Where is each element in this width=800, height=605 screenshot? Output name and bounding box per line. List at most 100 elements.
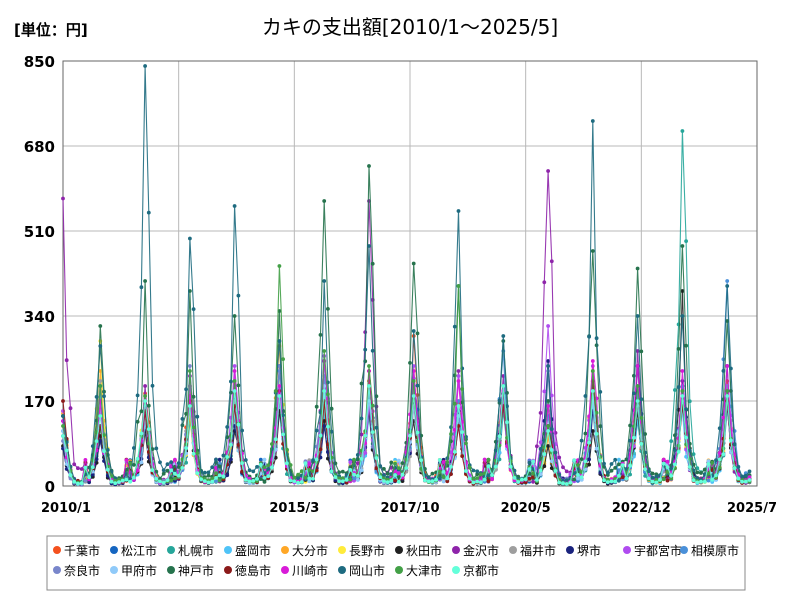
data-point: [411, 379, 416, 383]
x-tick-label: 2015/3: [269, 501, 319, 516]
data-point: [572, 477, 577, 482]
data-point: [180, 466, 185, 470]
data-point: [557, 455, 562, 460]
data-point: [217, 473, 222, 478]
data-point: [546, 359, 550, 363]
unit-label: [単位：円]: [14, 21, 88, 39]
data-point: [374, 425, 379, 430]
data-point: [613, 457, 618, 462]
data-point: [497, 398, 502, 403]
data-point: [355, 478, 360, 482]
data-point: [307, 479, 312, 484]
data-point: [467, 476, 472, 481]
legend-label: 松江市: [121, 543, 157, 558]
data-point: [497, 434, 502, 438]
data-point: [396, 466, 401, 470]
data-point: [490, 477, 494, 481]
data-point: [68, 473, 73, 478]
data-point: [94, 395, 99, 399]
data-point: [229, 379, 233, 384]
data-point: [299, 480, 304, 484]
data-point: [370, 430, 375, 434]
y-tick-label: 510: [24, 223, 55, 241]
data-point: [225, 425, 230, 429]
data-point: [150, 468, 155, 473]
data-point: [740, 479, 744, 484]
data-point: [714, 458, 718, 462]
data-point: [225, 473, 230, 478]
data-point: [370, 444, 375, 449]
data-point: [542, 389, 547, 394]
y-tick-label: 0: [45, 478, 55, 496]
data-point: [650, 471, 655, 476]
x-tick-label: 2012/8: [154, 501, 204, 516]
legend-label: 札幌市: [178, 543, 214, 558]
data-point: [542, 280, 547, 285]
data-point: [370, 403, 375, 408]
data-point: [587, 462, 591, 467]
x-tick-label: 2020/5: [501, 501, 551, 516]
legend-label: 大津市: [406, 563, 442, 578]
data-point: [699, 471, 703, 475]
data-point: [673, 448, 677, 452]
data-point: [165, 468, 170, 473]
data-point: [146, 403, 151, 408]
legend-label: 京都市: [463, 563, 499, 578]
data-point: [195, 414, 200, 419]
legend-label: 徳島市: [235, 563, 271, 578]
data-point: [87, 475, 91, 480]
data-point: [628, 472, 632, 477]
data-point: [602, 461, 606, 466]
legend-marker: [452, 546, 460, 554]
data-point: [646, 469, 651, 474]
data-point: [266, 467, 271, 471]
data-point: [505, 404, 509, 409]
data-point: [594, 446, 599, 451]
data-point: [318, 433, 323, 438]
data-point: [359, 468, 364, 473]
data-point: [482, 457, 487, 462]
data-point: [206, 480, 211, 485]
data-point: [396, 475, 401, 480]
data-point: [486, 464, 491, 468]
data-point: [236, 293, 241, 298]
data-point: [158, 460, 162, 465]
data-point: [299, 469, 304, 473]
data-point: [680, 314, 685, 318]
data-point: [83, 458, 88, 462]
data-point: [396, 479, 401, 484]
data-point: [654, 477, 659, 482]
data-point: [169, 478, 174, 483]
data-point: [561, 481, 565, 486]
data-point: [676, 450, 681, 454]
data-point: [340, 479, 345, 484]
data-point: [154, 446, 159, 451]
data-point: [460, 430, 465, 434]
data-point: [393, 461, 397, 466]
data-point: [635, 266, 640, 271]
data-point: [262, 465, 267, 470]
data-point: [374, 456, 379, 460]
data-point: [531, 480, 535, 484]
data-point: [684, 407, 688, 411]
data-point: [635, 349, 640, 353]
data-point: [393, 478, 397, 483]
data-point: [206, 470, 211, 475]
data-point: [326, 392, 330, 397]
data-point: [102, 449, 106, 454]
data-point: [538, 440, 543, 445]
data-point: [210, 465, 215, 470]
data-point: [314, 468, 319, 473]
data-point: [143, 399, 148, 403]
data-point: [288, 463, 293, 467]
legend-marker: [395, 546, 403, 554]
data-point: [680, 244, 685, 248]
data-point: [590, 369, 595, 373]
data-point: [460, 454, 465, 458]
data-point: [370, 348, 375, 353]
legend-marker: [452, 566, 460, 574]
legend-label: 神戸市: [178, 563, 214, 578]
data-point: [549, 393, 554, 398]
data-point: [243, 478, 248, 482]
data-point: [61, 399, 65, 403]
